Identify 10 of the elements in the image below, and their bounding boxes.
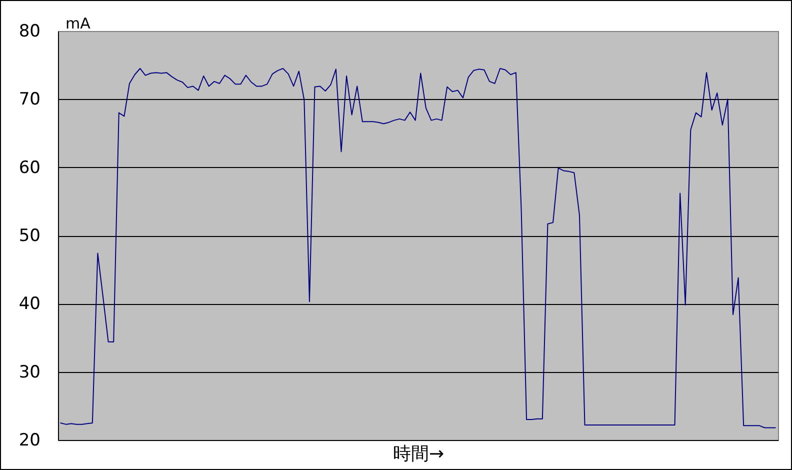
x-axis-title: 時間→ bbox=[392, 444, 444, 464]
y-tick-label: 60 bbox=[18, 158, 40, 178]
y-axis-title: mA bbox=[66, 14, 92, 32]
y-tick-label: 40 bbox=[18, 294, 40, 314]
y-tick-label: 70 bbox=[18, 90, 40, 110]
y-tick-label: 30 bbox=[18, 362, 40, 382]
y-tick-label: 80 bbox=[18, 22, 40, 42]
line-series bbox=[60, 68, 776, 428]
y-tick-label: 20 bbox=[18, 430, 40, 450]
y-tick-label: 50 bbox=[18, 226, 40, 246]
